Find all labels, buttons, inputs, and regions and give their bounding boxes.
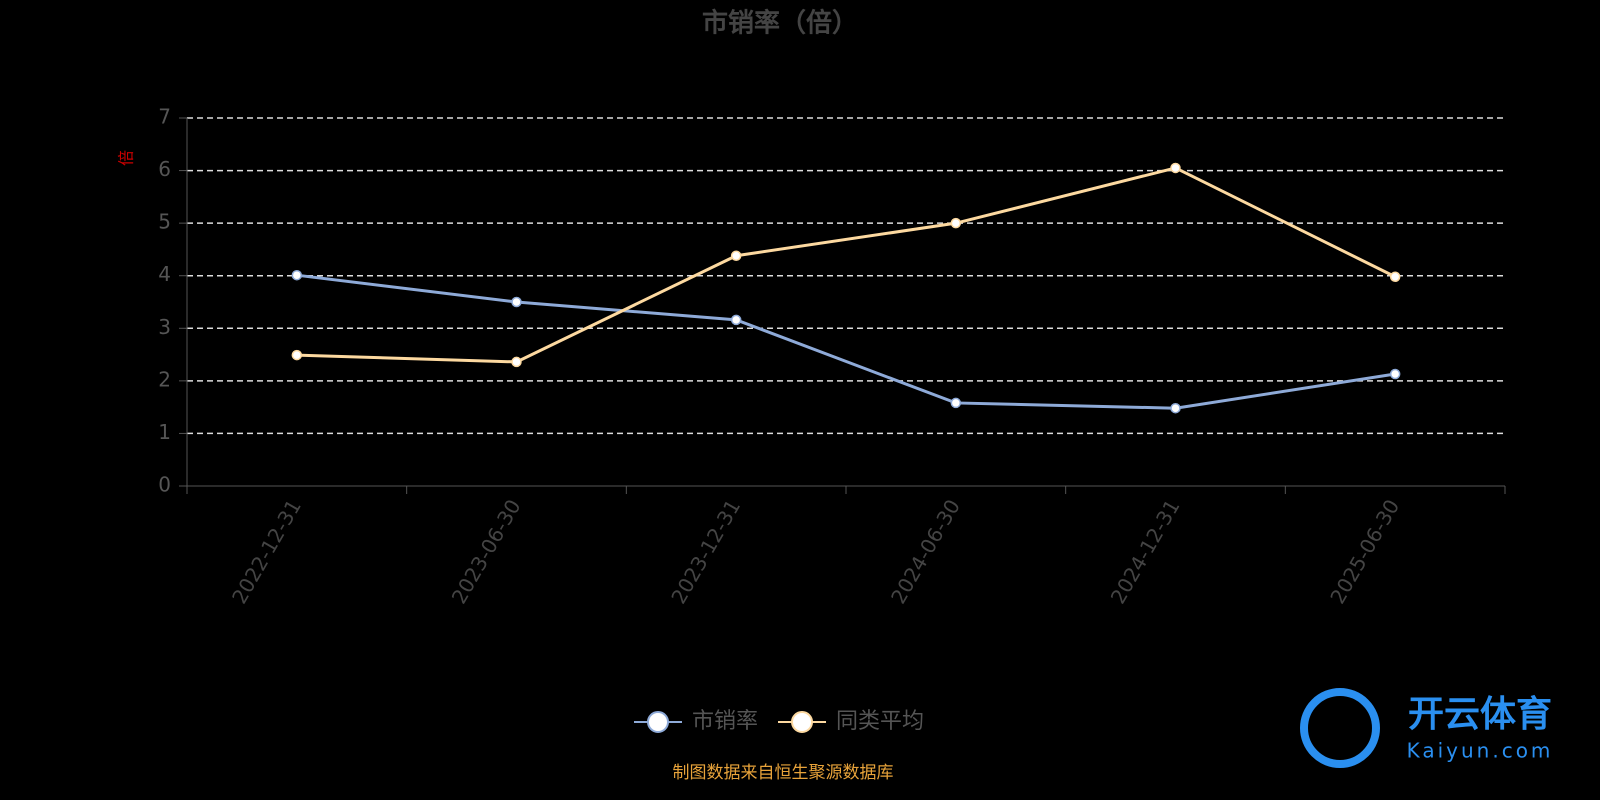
watermark-logo bbox=[1300, 688, 1380, 768]
y-tick-label: 2 bbox=[158, 367, 171, 391]
point bbox=[511, 296, 522, 308]
legend-label: 市销率 bbox=[692, 709, 758, 734]
series-line bbox=[296, 166, 1396, 364]
point bbox=[730, 250, 742, 261]
y-tick-label: 1 bbox=[158, 420, 171, 444]
point bbox=[730, 314, 742, 326]
watermark-name: 开云体育 bbox=[1408, 694, 1552, 735]
y-tick-label: 4 bbox=[158, 262, 171, 286]
legend-marker bbox=[791, 711, 814, 733]
point bbox=[950, 397, 962, 409]
point bbox=[1389, 368, 1401, 380]
y-tick-label: 6 bbox=[158, 157, 171, 181]
y-tick-label: 3 bbox=[158, 315, 171, 339]
legend-marker bbox=[647, 711, 669, 733]
y-tick-label: 7 bbox=[158, 105, 171, 129]
legend-label: 同类平均 bbox=[836, 709, 924, 734]
point bbox=[1389, 271, 1401, 283]
watermark-site: Kaiyun.com bbox=[1407, 739, 1554, 763]
chart-title: 市销率（倍） bbox=[702, 8, 858, 39]
series-line bbox=[296, 273, 1396, 410]
point bbox=[511, 356, 522, 368]
point bbox=[291, 269, 303, 281]
y-tick-label: 5 bbox=[158, 210, 171, 234]
y-axis-label: 倍 bbox=[117, 150, 136, 166]
point bbox=[1170, 162, 1181, 174]
source-note: 制图数据来自恒生聚源数据库 bbox=[673, 763, 894, 783]
point bbox=[1170, 402, 1181, 414]
point bbox=[291, 349, 303, 361]
y-tick-label: 0 bbox=[158, 473, 171, 497]
point bbox=[950, 217, 962, 229]
